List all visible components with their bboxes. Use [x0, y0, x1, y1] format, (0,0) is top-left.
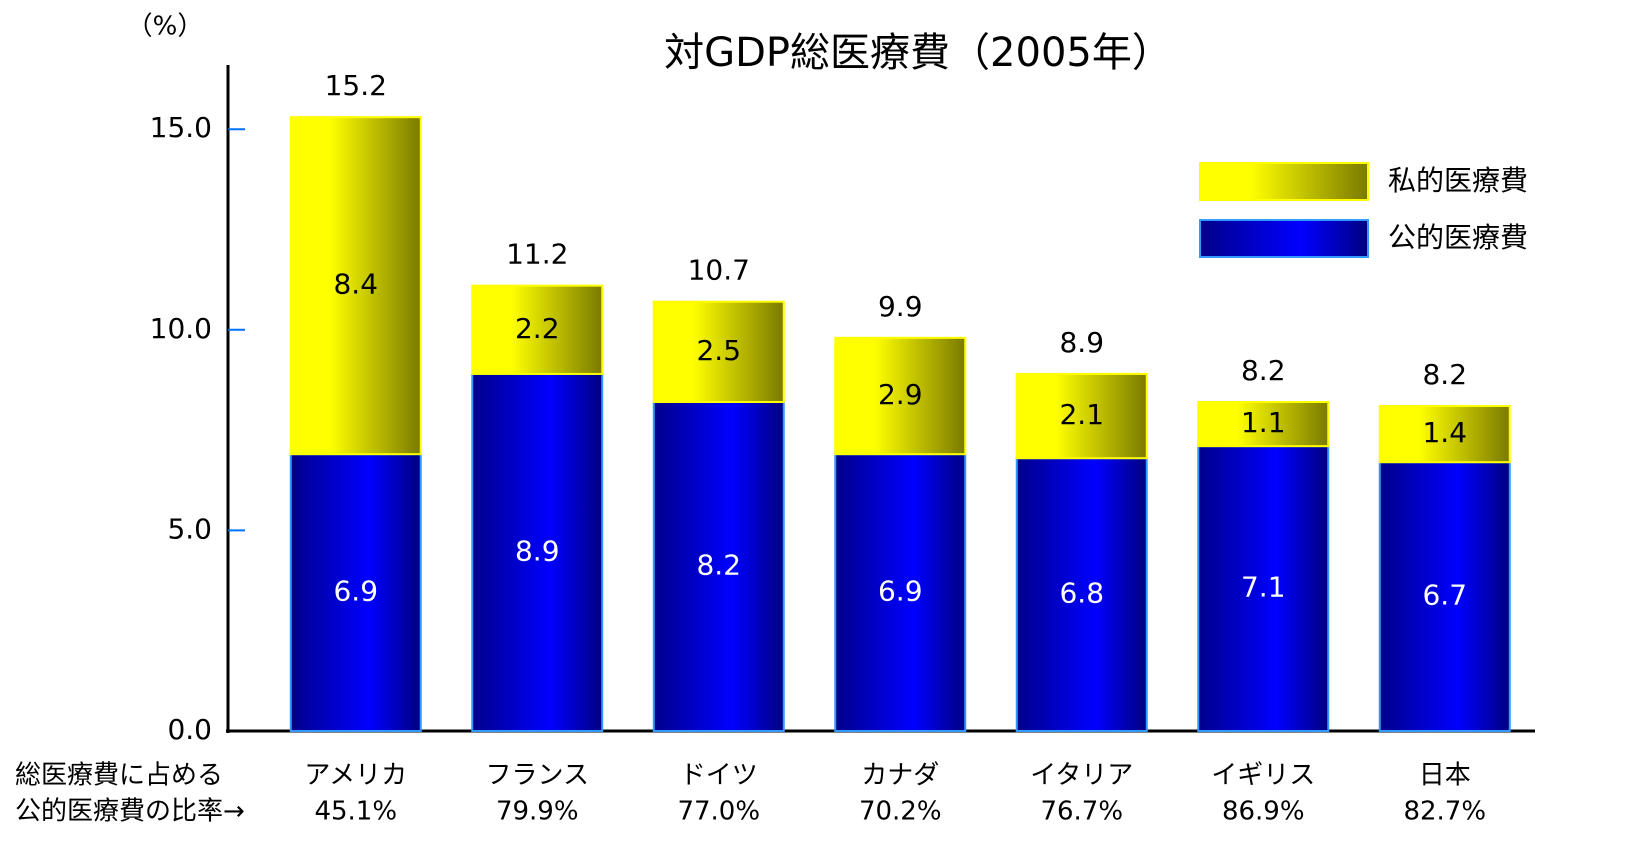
- legend-label: 公的医療費: [1388, 221, 1528, 254]
- x-tick-label: カナダ: [861, 761, 939, 791]
- value-label: 6.8: [1059, 577, 1104, 610]
- x-tick-label: フランス: [486, 761, 589, 791]
- legend-swatch: [1199, 162, 1369, 201]
- bar-segment: [1197, 445, 1330, 732]
- value-label: 6.7: [1422, 579, 1467, 612]
- ratio-value: 79.9%: [496, 797, 579, 827]
- x-tick-label: イタリア: [1030, 761, 1133, 791]
- y-tick-label: 0.0: [167, 713, 212, 746]
- total-label: 10.7: [688, 254, 750, 287]
- y-tick-label: 15.0: [150, 111, 212, 144]
- total-label: 8.9: [1059, 326, 1104, 359]
- total-label: 9.9: [878, 290, 923, 323]
- total-label: 15.2: [325, 69, 387, 102]
- bar-segment: [1378, 405, 1511, 464]
- x-tick-label: イギリス: [1211, 761, 1315, 791]
- value-label: 2.5: [696, 334, 741, 367]
- bar-segment: [1015, 457, 1148, 732]
- bar-segment: [1378, 461, 1511, 732]
- ratio-value: 70.2%: [859, 797, 942, 827]
- total-label: 8.2: [1422, 358, 1467, 391]
- bar-segment: [652, 300, 785, 404]
- ratio-value: 82.7%: [1403, 797, 1486, 827]
- legend-swatch: [1199, 219, 1369, 258]
- ratio-value: 86.9%: [1222, 797, 1305, 827]
- bar-segment: [834, 453, 967, 732]
- x-tick-label: アメリカ: [304, 761, 407, 791]
- value-label: 8.4: [333, 268, 378, 301]
- value-label: 8.9: [515, 534, 560, 567]
- ratio-value: 77.0%: [677, 797, 760, 827]
- chart-title: 対GDP総医療費（2005年）: [664, 30, 1172, 76]
- bar-segment: [1015, 372, 1148, 460]
- value-label: 7.1: [1241, 571, 1286, 604]
- ratio-value: 76.7%: [1040, 797, 1123, 827]
- value-label: 1.4: [1422, 416, 1467, 449]
- value-label: 8.2: [696, 549, 741, 582]
- ratio-label: 公的医療費の比率→: [15, 797, 245, 827]
- bar-segment: [834, 336, 967, 456]
- x-tick-label: 日本: [1419, 761, 1471, 791]
- total-label: 11.2: [506, 238, 568, 271]
- bar-segment: [1197, 401, 1330, 448]
- y-tick-label: 10.0: [150, 312, 212, 345]
- bar-segment: [289, 116, 422, 456]
- value-label: 2.9: [878, 378, 923, 411]
- total-label: 8.2: [1241, 354, 1286, 387]
- value-label: 1.1: [1241, 406, 1286, 439]
- y-tick-label: 5.0: [167, 512, 212, 545]
- value-label: 2.2: [515, 312, 560, 345]
- bar-segment: [471, 284, 604, 375]
- value-label: 2.1: [1059, 398, 1104, 431]
- y-unit: （%）: [127, 12, 204, 42]
- value-label: 6.9: [333, 575, 378, 608]
- ratio-label: 総医療費に占める: [15, 761, 223, 791]
- ratio-value: 45.1%: [314, 797, 397, 827]
- bar-segment: [289, 453, 422, 732]
- legend-label: 私的医療費: [1388, 164, 1528, 197]
- x-tick-label: ドイツ: [680, 761, 758, 791]
- value-label: 6.9: [878, 575, 923, 608]
